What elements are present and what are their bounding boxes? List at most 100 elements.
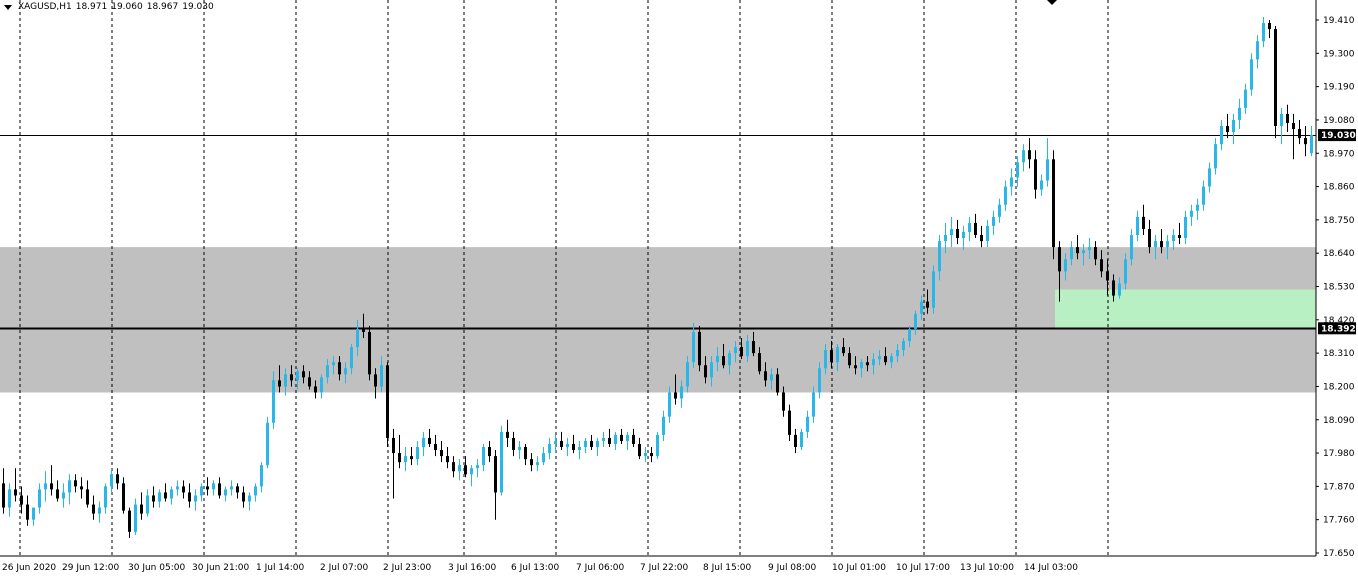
candle-body	[164, 492, 167, 499]
candle-body	[890, 356, 893, 363]
candle-body	[536, 462, 539, 466]
candle-body	[200, 486, 203, 496]
candle-body	[950, 228, 953, 236]
candle-body	[122, 483, 125, 511]
candle-body	[998, 204, 1001, 217]
dropdown-triangle-icon[interactable]	[4, 4, 12, 10]
candle-body	[974, 222, 977, 236]
candle-body	[212, 483, 215, 490]
x-tick-label: 13 Jul 10:00	[960, 563, 1014, 573]
candle-body	[50, 483, 53, 490]
candle-body	[1034, 159, 1037, 190]
candle-body	[176, 486, 179, 490]
candle-body	[326, 365, 329, 378]
candle-body	[236, 486, 239, 493]
candle-body	[938, 241, 941, 272]
candle-body	[224, 489, 227, 496]
chart-info-bar: XAGUSD,H1 18.971 19.060 18.967 19.030	[4, 2, 214, 12]
candle-body	[2, 483, 5, 508]
candle-body	[1022, 150, 1025, 163]
candle-body	[722, 356, 725, 366]
candle-body	[158, 492, 161, 502]
candle-body	[1016, 162, 1019, 178]
candle-body	[1238, 107, 1241, 120]
candle-body	[662, 416, 665, 435]
candle-body	[1220, 125, 1223, 145]
candle-body	[1046, 159, 1049, 181]
candle-body	[80, 486, 83, 490]
candle-body	[1310, 135, 1313, 154]
candle-body	[530, 459, 533, 466]
candle-body	[680, 386, 683, 399]
candle-body	[1088, 247, 1091, 251]
candle-body	[254, 486, 257, 496]
x-tick-label: 1 Jul 14:00	[256, 563, 305, 573]
y-tick-label: 18.310	[1323, 349, 1355, 359]
candle-body	[20, 495, 23, 505]
candle-body	[14, 489, 17, 496]
candle-body	[248, 495, 251, 502]
candle-body	[152, 495, 155, 502]
candle-body	[170, 489, 173, 499]
candle-body	[566, 443, 569, 448]
y-tick-label: 17.760	[1323, 516, 1355, 526]
candle-body	[380, 365, 383, 387]
candle-body	[296, 371, 299, 381]
candle-body	[746, 341, 749, 357]
candle-body	[1106, 271, 1109, 281]
candle-body	[398, 453, 401, 463]
candle-body	[434, 443, 437, 451]
candle-body	[854, 365, 857, 369]
candle-body	[602, 437, 605, 441]
candle-body	[896, 350, 899, 357]
candle-body	[86, 489, 89, 505]
candle-body	[260, 465, 263, 487]
candle-body	[338, 362, 341, 375]
y-tick-label: 18.090	[1323, 416, 1355, 426]
candle-body	[1226, 125, 1229, 133]
candle-body	[206, 486, 209, 490]
candle-body	[104, 486, 107, 508]
candle-body	[392, 437, 395, 454]
candle-body	[968, 222, 971, 232]
candle-body	[644, 453, 647, 457]
target-zone	[1055, 289, 1316, 329]
candle-body	[1118, 283, 1121, 296]
candle-body	[44, 483, 47, 490]
candle-body	[524, 447, 527, 460]
candle-body	[272, 380, 275, 423]
candle-body	[548, 443, 551, 454]
candle-body	[1124, 259, 1127, 284]
candle-body	[500, 431, 503, 493]
current-price-tag	[1318, 129, 1356, 142]
candle-body	[1172, 235, 1175, 242]
candle-body	[878, 356, 881, 360]
candle-body	[1154, 241, 1157, 248]
candle-body	[194, 495, 197, 502]
candle-body	[812, 392, 815, 417]
candle-body	[704, 365, 707, 378]
candle-body	[932, 271, 935, 308]
y-tick-label: 18.200	[1323, 382, 1355, 392]
candle-body	[368, 331, 371, 375]
candle-body	[134, 504, 137, 532]
current-price-tag-label: 19.030	[1321, 131, 1356, 141]
candle-body	[590, 440, 593, 448]
candle-body	[404, 456, 407, 463]
candle-body	[1292, 122, 1295, 130]
candle-body	[458, 465, 461, 472]
candle-body	[146, 495, 149, 514]
candle-body	[1262, 23, 1265, 42]
candle-body	[506, 431, 509, 438]
candle-body	[350, 347, 353, 369]
level-price-tag-label: 18.392	[1321, 324, 1356, 334]
candle-body	[422, 437, 425, 448]
candle-body	[554, 440, 557, 444]
candle-body	[1040, 180, 1043, 190]
x-tick-label: 8 Jul 15:00	[703, 563, 752, 573]
candle-body	[914, 313, 917, 329]
candle-body	[1148, 228, 1151, 248]
candle-body	[1094, 247, 1097, 260]
candle-body	[620, 434, 623, 441]
